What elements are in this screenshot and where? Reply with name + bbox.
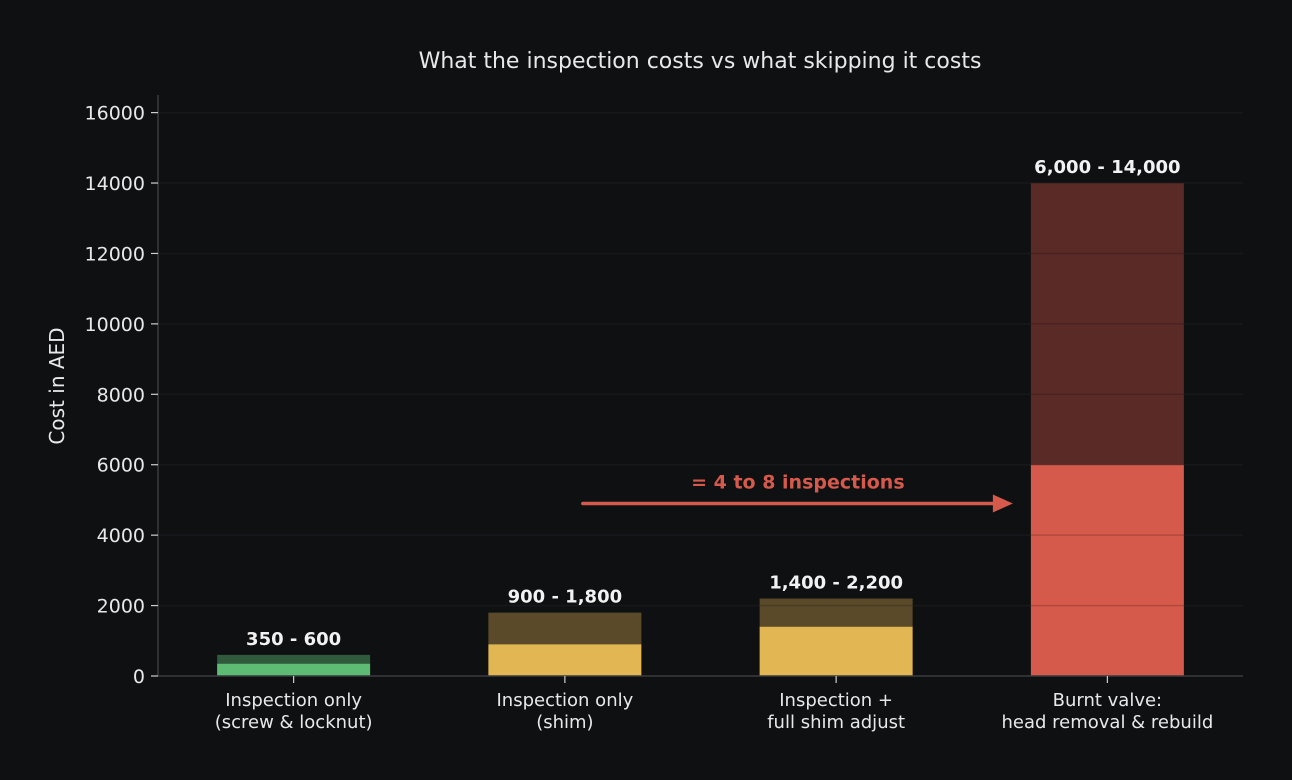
bar-range-low [217,663,371,676]
y-tick-label: 0 [133,666,145,688]
y-axis-label: Cost in AED [45,327,69,444]
y-tick-label: 4000 [97,525,145,547]
data-label: 6,000 - 14,000 [1034,157,1180,178]
x-tick-label: Burnt valve: head removal & rebuild [1001,690,1213,733]
x-ticks: Inspection only (screw & locknut) Inspecti… [215,676,1213,733]
y-tick-label: 10000 [85,314,145,336]
y-tick-label: 12000 [85,243,145,265]
bar-range-high [488,612,642,645]
annotation-text: = 4 to 8 inspections [691,471,905,493]
annotation: = 4 to 8 inspections [581,471,1013,513]
x-tick-label: Inspection only (screw & locknut) [215,690,373,733]
y-tick-label: 6000 [97,455,145,477]
bar-range-low [1030,464,1184,676]
bars [158,111,1243,676]
y-tick-label: 8000 [97,384,145,406]
bar-range-high [1030,183,1184,465]
bar-range-high [217,654,371,664]
bar-range-low [488,644,642,676]
data-label: 350 - 600 [246,629,341,650]
y-ticks: 0 2000 4000 6000 8000 10000 12000 14000 16000 [85,103,158,688]
chart-title: What the inspection costs vs what skippi… [419,49,982,74]
data-labels: 350 - 600 900 - 1,800 1,400 - 2,200 6,000 -… [246,157,1181,650]
data-label: 1,400 - 2,200 [769,573,903,594]
annotation-arrow-head [992,494,1013,513]
data-label: 900 - 1,800 [508,587,623,608]
grid-lines [158,111,1243,607]
bar-range-low [759,626,913,676]
y-tick-label: 2000 [97,596,145,618]
x-tick-label: Inspection + full shim adjust [767,690,905,733]
y-tick-label: 14000 [85,173,145,195]
y-tick-label: 16000 [85,103,145,125]
axes [157,95,1243,677]
x-tick-label: Inspection only (shim) [496,690,633,733]
bar-range-high [759,598,913,627]
